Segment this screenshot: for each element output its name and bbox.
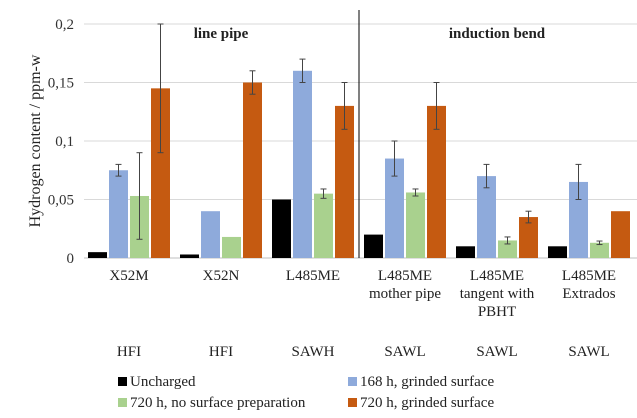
- legend-entry: 168 h, grinded surface: [360, 374, 494, 390]
- legend-swatch: [118, 398, 127, 407]
- y-axis-label: Hydrogen content / ppm-w: [27, 54, 44, 227]
- x-category-label: L485ME: [286, 268, 340, 284]
- bar: [201, 211, 220, 258]
- x-category-label: X52M: [109, 268, 148, 284]
- y-tick-label: 0,2: [55, 17, 74, 33]
- x-category-label: L485ME: [378, 268, 432, 284]
- bar: [456, 246, 475, 258]
- labels: 0 0,05 0,1 0,15 0,2 Hydrogen content / ppm-w l…: [27, 17, 616, 360]
- y-tick-label: 0,15: [48, 76, 74, 92]
- bar: [406, 192, 425, 258]
- x-category-label: Extrados: [562, 286, 615, 302]
- bar: [569, 181, 588, 258]
- bar: [477, 176, 496, 258]
- bar: [590, 242, 609, 258]
- error-bars: [115, 23, 603, 246]
- legend: Uncharged 168 h, grinded surface 720 h, no…: [118, 374, 494, 411]
- x-category-label: tangent with: [460, 286, 535, 302]
- group-label-induction-bend: induction bend: [449, 26, 546, 42]
- bar: [427, 105, 446, 259]
- pipe-type-label: SAWH: [292, 344, 335, 360]
- bar: [293, 70, 312, 258]
- x-category-label: L485ME: [470, 268, 524, 284]
- x-category-label: L485ME: [562, 268, 616, 284]
- bar: [611, 211, 630, 258]
- bar: [151, 88, 170, 258]
- pipe-type-label: SAWL: [568, 344, 609, 360]
- y-tick-label: 0,1: [55, 134, 74, 150]
- pipe-type-label: SAWL: [476, 344, 517, 360]
- bar: [335, 105, 354, 259]
- bar: [109, 170, 128, 258]
- bar: [314, 193, 333, 258]
- legend-entry: 720 h, no surface preparation: [130, 395, 306, 411]
- bar: [385, 158, 404, 258]
- bar: [272, 199, 291, 258]
- legend-swatch: [118, 377, 127, 386]
- bar: [364, 234, 383, 258]
- legend-entry: 720 h, grinded surface: [360, 395, 494, 411]
- pipe-type-label: SAWL: [384, 344, 425, 360]
- group-label-line-pipe: line pipe: [194, 26, 249, 42]
- bar: [88, 252, 107, 258]
- bar: [548, 246, 567, 258]
- y-tick-label: 0,05: [48, 193, 74, 209]
- legend-swatch: [348, 377, 357, 386]
- legend-swatch: [348, 398, 357, 407]
- x-category-label: PBHT: [478, 304, 516, 320]
- bars: [88, 70, 630, 259]
- x-category-label: mother pipe: [369, 286, 441, 302]
- bar: [180, 254, 199, 258]
- bar: [243, 82, 262, 258]
- bar: [498, 240, 517, 258]
- gridlines: [84, 10, 637, 259]
- bar: [519, 217, 538, 258]
- legend-entry: Uncharged: [130, 374, 196, 390]
- x-category-label: X52N: [203, 268, 240, 284]
- y-tick-label: 0: [67, 251, 75, 267]
- bar: [222, 236, 241, 258]
- pipe-type-label: HFI: [117, 344, 141, 360]
- pipe-type-label: HFI: [209, 344, 233, 360]
